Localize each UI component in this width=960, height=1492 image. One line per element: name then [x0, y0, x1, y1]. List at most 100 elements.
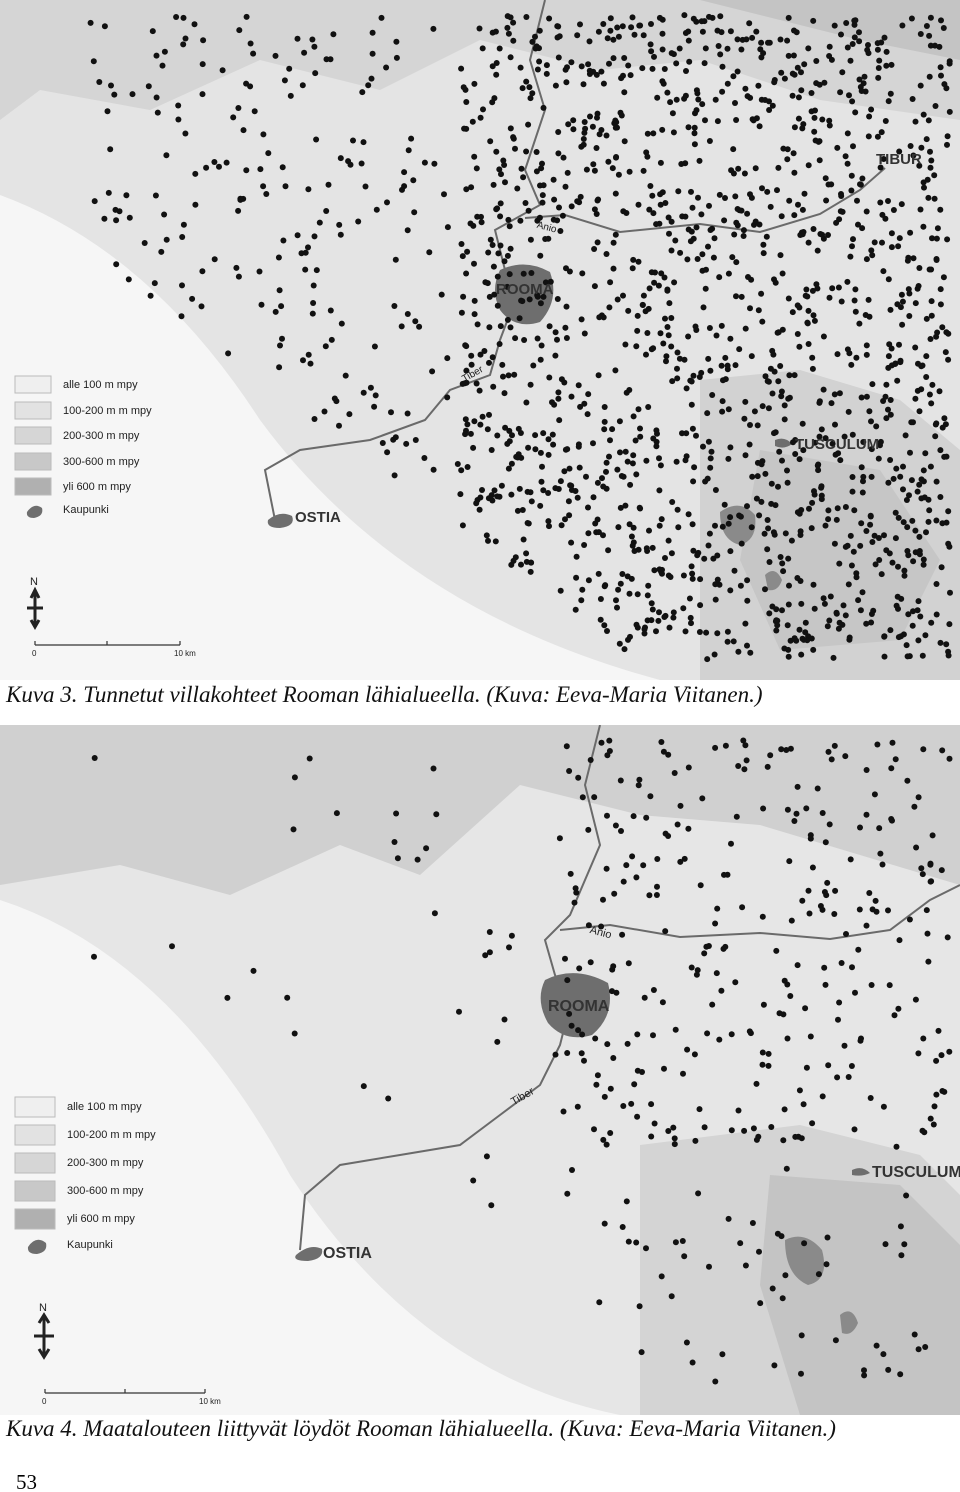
site-dot	[727, 548, 734, 555]
site-dot	[727, 514, 734, 521]
site-dot	[399, 186, 405, 193]
site-dot	[633, 1239, 640, 1246]
site-dot	[885, 276, 892, 283]
site-dot	[488, 447, 495, 453]
site-dot	[704, 656, 711, 663]
site-dot	[664, 287, 671, 294]
site-dot	[637, 425, 643, 432]
site-dot	[607, 15, 614, 22]
site-dot	[609, 426, 616, 433]
site-dot	[860, 478, 866, 485]
site-dot	[946, 1048, 953, 1055]
site-dot	[725, 455, 732, 462]
site-dot	[612, 190, 619, 197]
site-dot	[677, 802, 684, 809]
site-dot	[660, 748, 667, 755]
site-dot	[798, 87, 805, 94]
site-dot	[667, 574, 674, 580]
site-dot	[684, 1046, 691, 1053]
site-dot	[161, 48, 168, 55]
site-dot	[568, 393, 575, 400]
site-dot	[529, 90, 536, 97]
place-label: TUSCULUM	[872, 1164, 960, 1181]
site-dot	[931, 172, 938, 179]
site-dot	[863, 342, 870, 349]
site-dot	[507, 125, 514, 132]
site-dot	[703, 629, 710, 636]
site-dot	[614, 466, 621, 473]
site-dot	[933, 235, 940, 242]
site-dot	[731, 567, 738, 574]
site-dot	[191, 21, 198, 28]
site-dot	[650, 1032, 656, 1039]
site-dot	[485, 249, 492, 256]
site-dot	[764, 546, 771, 553]
site-dot	[924, 930, 931, 937]
site-dot	[554, 336, 560, 343]
site-dot	[722, 354, 729, 361]
site-dot	[848, 562, 855, 569]
site-dot	[508, 460, 515, 467]
site-dot	[653, 443, 660, 450]
anio-river	[559, 884, 960, 941]
site-dot	[719, 398, 726, 405]
site-dot	[944, 934, 951, 941]
site-dot	[904, 653, 911, 660]
site-dot	[337, 231, 344, 238]
site-dot	[915, 794, 922, 801]
site-dot	[920, 223, 927, 230]
site-dot	[653, 628, 659, 635]
site-dot	[876, 557, 883, 563]
site-dot	[471, 311, 478, 318]
site-dot	[917, 613, 924, 620]
site-dot	[770, 529, 777, 536]
site-dot	[805, 45, 812, 52]
site-dot	[808, 90, 815, 96]
site-dot	[654, 430, 660, 437]
site-dot	[933, 1057, 940, 1064]
site-dot	[537, 449, 544, 456]
site-dot	[816, 81, 823, 88]
site-dot	[878, 571, 885, 578]
site-dot	[664, 89, 671, 96]
site-dot	[632, 437, 639, 444]
site-dot	[774, 329, 781, 336]
site-dot	[857, 607, 864, 614]
site-dot	[628, 533, 635, 540]
site-dot	[491, 291, 498, 298]
site-dot	[477, 351, 484, 358]
legend-swatch	[27, 1239, 47, 1254]
site-dot	[693, 224, 700, 231]
site-dot	[895, 1005, 902, 1012]
site-dot	[648, 1133, 655, 1140]
site-dot	[887, 627, 894, 634]
site-dot	[501, 390, 508, 397]
site-dot	[778, 388, 785, 395]
site-dot	[280, 237, 287, 244]
site-dot	[694, 967, 701, 974]
site-dot	[800, 447, 807, 454]
site-dot	[920, 746, 927, 753]
site-dot	[650, 130, 657, 137]
site-dot	[486, 324, 493, 331]
site-dot	[666, 300, 673, 307]
site-dot	[798, 1332, 805, 1339]
site-dot	[327, 56, 334, 63]
site-dot	[393, 54, 400, 61]
site-dot	[565, 121, 572, 128]
site-dot	[705, 542, 712, 549]
site-dot	[704, 410, 711, 417]
site-dot	[769, 102, 776, 109]
site-dot	[668, 50, 675, 57]
site-dot	[888, 230, 895, 237]
site-dot	[802, 619, 809, 626]
site-dot	[687, 238, 694, 245]
site-dot	[487, 138, 494, 145]
site-dot	[518, 297, 525, 304]
site-dot	[724, 638, 731, 645]
site-dot	[680, 572, 687, 579]
site-dot	[721, 217, 728, 224]
site-dot	[579, 794, 586, 801]
site-dot	[925, 117, 932, 124]
site-dot	[851, 17, 858, 24]
